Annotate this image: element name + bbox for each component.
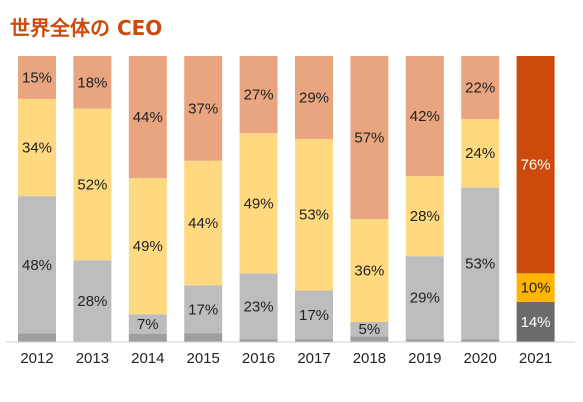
bar-segment-2020-0 xyxy=(461,339,500,342)
bar-segment-2019-0 xyxy=(405,339,444,342)
x-tick-labels: 2012 2013 2014 2015 2016 2017 2018 2019 2020 2021 xyxy=(20,350,552,367)
data-label-2017-2: 53% xyxy=(299,207,329,224)
data-label-2016-3: 27% xyxy=(244,87,274,104)
data-label-2016-2: 49% xyxy=(244,195,274,212)
data-label-2012-1: 48% xyxy=(22,257,52,274)
data-label-2020-2: 24% xyxy=(465,145,495,162)
data-label-2021-1: 14% xyxy=(521,314,551,331)
chart-title: 世界全体の CEO xyxy=(10,16,163,40)
data-label-2012-2: 34% xyxy=(22,140,52,157)
data-label-2020-3: 22% xyxy=(465,79,495,96)
bar-segment-2012-3 xyxy=(18,56,56,99)
data-label-2012-3: 15% xyxy=(22,69,52,86)
data-label-2021-3: 76% xyxy=(521,157,551,174)
data-label-2018-1: 5% xyxy=(359,321,381,338)
bar-segment-2020-2 xyxy=(461,118,500,188)
data-label-2015-1: 17% xyxy=(188,301,218,318)
bars-group: 48% 34% 15% 28% 52% 18% 7% 49% 44% 17% 44% 37% 23% 49… xyxy=(18,56,555,342)
bar-segment-2020-1 xyxy=(461,187,500,340)
x-tick-2013: 2013 xyxy=(76,350,109,367)
bar-segment-2018-0 xyxy=(350,336,389,342)
data-label-2014-1: 7% xyxy=(137,316,159,333)
data-label-2019-3: 42% xyxy=(410,108,440,125)
bar-segment-2016-2 xyxy=(239,133,278,274)
x-tick-2012: 2012 xyxy=(20,350,53,367)
bar-segment-2012-0 xyxy=(18,333,56,342)
data-label-2016-1: 23% xyxy=(244,298,274,315)
bar-segment-2019-3 xyxy=(405,56,444,177)
bar-segment-2016-0 xyxy=(239,339,278,342)
bar-segment-2015-2 xyxy=(184,160,223,286)
x-tick-2021: 2021 xyxy=(519,350,552,367)
bar-segment-2017-1 xyxy=(295,290,333,340)
x-tick-2019: 2019 xyxy=(408,350,441,367)
data-label-2017-3: 29% xyxy=(299,89,329,106)
data-label-2015-2: 44% xyxy=(188,215,218,232)
bar-segment-2013-3 xyxy=(73,56,112,109)
data-label-2018-2: 36% xyxy=(354,263,384,280)
data-label-2020-1: 53% xyxy=(465,255,495,272)
bar-segment-2015-0 xyxy=(184,333,223,342)
data-label-2018-3: 57% xyxy=(354,130,384,147)
bar-segment-2021-2 xyxy=(516,273,555,302)
bar-segment-2013-1 xyxy=(73,260,112,342)
x-tick-2018: 2018 xyxy=(353,350,386,367)
bar-segment-2021-3 xyxy=(516,56,555,274)
bar-segment-2013-2 xyxy=(73,108,112,261)
bar-segment-2012-1 xyxy=(18,196,56,334)
data-label-2019-2: 28% xyxy=(410,208,440,225)
x-tick-2014: 2014 xyxy=(131,350,164,367)
x-tick-2020: 2020 xyxy=(464,350,497,367)
data-label-2017-1: 17% xyxy=(299,307,329,324)
bar-segment-2018-1 xyxy=(350,321,389,337)
bar-segment-2014-3 xyxy=(128,56,167,179)
x-tick-2016: 2016 xyxy=(242,350,275,367)
bar-segment-2012-2 xyxy=(18,98,56,197)
data-label-2014-3: 44% xyxy=(133,109,163,126)
data-label-2019-1: 29% xyxy=(410,290,440,307)
bar-segment-2015-3 xyxy=(184,56,223,161)
bar-segment-2014-2 xyxy=(128,178,167,315)
bar-segment-2015-1 xyxy=(184,285,223,334)
data-label-2013-3: 18% xyxy=(77,74,107,91)
x-tick-2017: 2017 xyxy=(297,350,330,367)
data-label-2015-3: 37% xyxy=(188,100,218,117)
bar-segment-2019-2 xyxy=(405,176,444,257)
bar-segment-2019-1 xyxy=(405,256,444,340)
bar-segment-2017-3 xyxy=(295,56,333,139)
bar-segment-2016-3 xyxy=(239,56,278,134)
data-label-2014-2: 49% xyxy=(133,238,163,255)
bar-segment-2014-1 xyxy=(128,314,167,334)
bar-segment-2020-3 xyxy=(461,56,500,119)
bar-segment-2014-0 xyxy=(128,333,167,342)
bar-segment-2017-0 xyxy=(295,339,333,342)
bar-segment-2018-2 xyxy=(350,219,389,322)
data-label-2021-2: 10% xyxy=(521,280,551,297)
bar-segment-2018-3 xyxy=(350,56,389,220)
data-label-2013-1: 28% xyxy=(77,293,107,310)
bar-segment-2017-2 xyxy=(295,138,333,291)
data-label-2013-2: 52% xyxy=(77,176,107,193)
bar-segment-2021-1 xyxy=(516,301,555,342)
bar-segment-2016-1 xyxy=(239,273,278,340)
x-tick-2015: 2015 xyxy=(187,350,220,367)
